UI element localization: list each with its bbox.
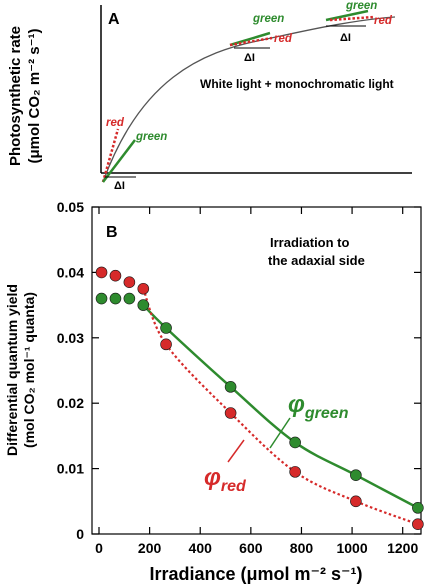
phi-green-point: [109, 292, 122, 305]
panel-a-ylabel-line1: Photosynthetic rate: [7, 26, 24, 166]
panel-b-fit-curves: [142, 288, 419, 526]
panel-a-delta-label-mid: ΔI: [244, 52, 255, 64]
y-tick-label: 0: [76, 526, 84, 542]
phi-green-fit-line: [142, 304, 419, 509]
panel-a-red-tangent-low: [101, 128, 120, 183]
phi-red-point: [224, 407, 237, 419]
panel-a-red-label-low: red: [106, 117, 125, 129]
y-tick-label: 0.03: [57, 330, 84, 346]
phi-red-point: [95, 266, 108, 279]
panel-b-annotation-line2: the adaxial side: [268, 253, 365, 268]
phi-red-point: [412, 518, 424, 530]
phi-green-point: [137, 299, 150, 311]
x-tick-label: 1200: [387, 540, 418, 556]
panel-a: A Photosynthetic rate (μmol CO₂ m⁻² s⁻¹)…: [7, 0, 412, 192]
x-tick-label: 400: [189, 540, 213, 556]
panel-a-green-label-mid: green: [252, 13, 284, 25]
y-tick-label: 0.05: [57, 199, 84, 215]
panel-a-label: A: [108, 11, 120, 28]
panel-a-red-label-mid: red: [274, 33, 293, 45]
x-tick-label: 200: [138, 540, 162, 556]
phi-green-label: φgreen: [288, 391, 349, 422]
phi-red-fit-line: [142, 288, 419, 526]
panel-a-delta-label-low: ΔI: [114, 180, 125, 192]
phi-red-point: [350, 495, 362, 508]
phi-green-pointer: [269, 417, 291, 449]
panel-a-annotation: White light + monochromatic light: [200, 77, 394, 91]
panel-b-ticks: 0 200 400 600 800 1000 1200 0 0.01 0.02 0.03 0.04 0.…: [57, 199, 421, 556]
phi-green-point: [289, 436, 301, 449]
phi-green-point: [412, 502, 424, 514]
panel-a-delta-label-high: ΔI: [340, 32, 351, 44]
panel-b-plot-frame: [91, 206, 422, 535]
y-tick-label: 0.02: [57, 395, 84, 411]
panel-a-ylabel-line2: (μmol CO₂ m⁻² s⁻¹): [26, 28, 43, 163]
phi-green-point: [224, 381, 237, 393]
panel-a-red-label-high: red: [374, 15, 393, 27]
panel-b-annotation-line1: Irradiation to: [270, 235, 350, 250]
x-tick-label: 600: [239, 540, 263, 556]
phi-green-symbol: φ: [288, 391, 305, 418]
phi-green-point: [123, 292, 136, 305]
y-tick-label: 0.04: [57, 264, 84, 280]
panel-b-data-points: [95, 266, 424, 530]
phi-red-point: [137, 282, 150, 295]
panel-b-xlabel: Irradiance (μmol m⁻² s⁻¹): [149, 564, 362, 584]
phi-red-point: [109, 269, 122, 282]
panel-a-red-tangent-high: [329, 15, 375, 22]
y-tick-label: 0.01: [57, 461, 84, 477]
panel-a-green-tangent-low: [102, 139, 136, 183]
panel-a-saturation-curve: [102, 16, 396, 183]
phi-red-symbol: φ: [204, 464, 221, 491]
phi-red-point: [160, 338, 172, 351]
x-tick-label: 0: [95, 540, 103, 556]
phi-green-point: [350, 469, 362, 481]
phi-green-point: [95, 292, 108, 305]
panel-b-ylabel-line1: Differential quantum yield: [4, 284, 20, 456]
panel-a-green-label-low: green: [135, 131, 167, 143]
panel-a-green-tangent-high: [325, 9, 369, 22]
phi-red-point: [123, 276, 136, 289]
panel-b-ylabel-line2: (mol CO₂ mol⁻¹ quanta): [21, 292, 37, 448]
phi-red-pointer: [227, 439, 245, 463]
x-tick-label: 800: [290, 540, 314, 556]
panel-b-label: B: [106, 224, 118, 241]
panel-b: B Irradiation to the adaxial side Differ…: [4, 199, 424, 584]
phi-green-point: [160, 322, 172, 334]
phi-red-point: [289, 466, 301, 478]
panel-a-green-label-high: green: [345, 0, 377, 12]
x-tick-label: 1000: [336, 540, 367, 556]
phi-red-label: φred: [204, 464, 247, 495]
phi-green-subscript: green: [304, 405, 349, 422]
phi-red-subscript: red: [221, 478, 247, 495]
